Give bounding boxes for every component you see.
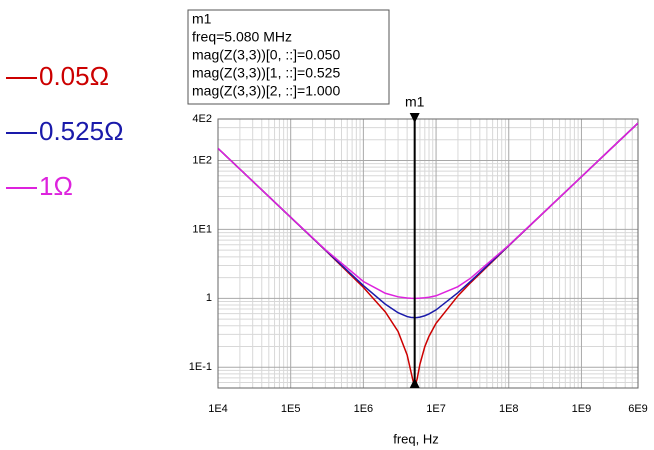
series-line <box>218 122 638 319</box>
marker-triangle <box>409 113 420 123</box>
y-tick-label: 1E2 <box>192 154 212 166</box>
marker-box-title: m1 <box>192 11 212 27</box>
legend-label: 0.525Ω <box>39 116 124 146</box>
marker-box-line: mag(Z(3,3))[2, ::]=1.000 <box>192 83 340 99</box>
marker-box <box>187 9 390 105</box>
marker-box-line: mag(Z(3,3))[1, ::]=0.525 <box>192 65 340 81</box>
x-tick-label: 1E6 <box>354 403 374 415</box>
marker-box-line: freq=5.080 MHz <box>192 29 292 45</box>
y-tick-label: 4E2 <box>192 113 212 125</box>
y-tick-label: 1 <box>206 292 212 304</box>
series-line <box>218 122 638 388</box>
x-axis-label: freq, Hz <box>393 431 439 446</box>
y-tick-label: 1E1 <box>192 223 212 235</box>
y-tick-label: 1E-1 <box>189 361 212 373</box>
x-tick-label: 6E9 <box>628 403 648 415</box>
x-tick-label: 1E8 <box>499 403 519 415</box>
x-tick-label: 1E9 <box>572 403 592 415</box>
legend-label: 0.05Ω <box>39 61 109 91</box>
plot-frame <box>217 118 639 389</box>
marker-box-line: mag(Z(3,3))[0, ::]=0.050 <box>192 47 340 63</box>
marker-label: m1 <box>405 94 425 110</box>
x-tick-label: 1E7 <box>426 403 446 415</box>
series-line <box>218 122 638 300</box>
x-tick-label: 1E4 <box>208 403 228 415</box>
marker-triangle <box>409 378 420 388</box>
x-tick-label: 1E5 <box>281 403 301 415</box>
legend-label: 1Ω <box>39 171 73 201</box>
